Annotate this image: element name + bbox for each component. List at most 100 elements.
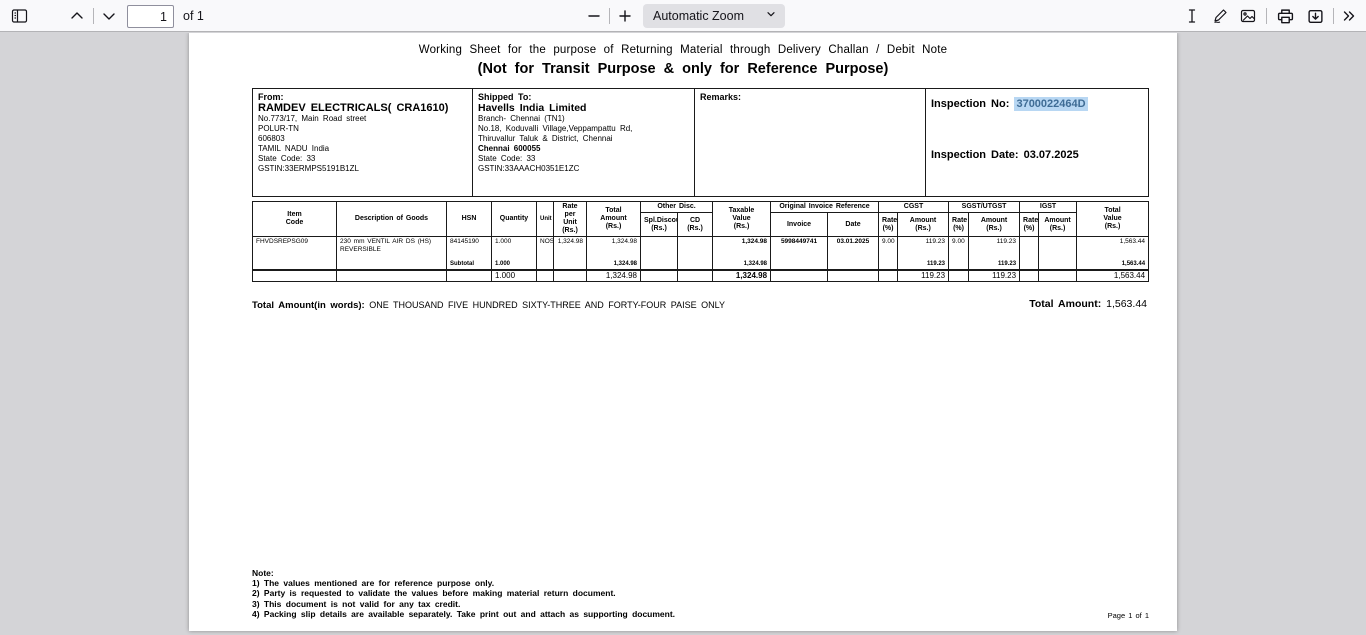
table-header-row: Item Code Description of Goods HSN Quant… — [252, 201, 1150, 237]
remarks-cell: Remarks: — [694, 88, 926, 197]
plus-icon — [617, 8, 633, 24]
minus-icon — [586, 8, 602, 24]
inspection-no-value-selected[interactable]: 3700022464D — [1014, 97, 1088, 111]
zoom-in-button[interactable] — [612, 3, 638, 29]
subtotal-empty — [770, 258, 829, 270]
col-header-cgst-rate: Rate (%) — [878, 212, 899, 237]
toggle-sidebar-button[interactable] — [6, 3, 32, 29]
subtotal-sgst-amount: 119.23 — [968, 258, 1021, 270]
col-header-total-value: Total Value (Rs.) — [1076, 201, 1150, 237]
more-tools-button[interactable] — [1336, 3, 1362, 29]
toolbar-divider — [609, 8, 610, 24]
from-gstin: GSTIN:33ERMPS5191B1ZL — [258, 164, 359, 173]
item-igst-rate — [1019, 236, 1040, 259]
item-total-value: 1,563.44 — [1076, 236, 1150, 259]
sidebar-toggle-icon — [11, 8, 28, 24]
item-cd — [676, 236, 714, 259]
grand-total-cgst-amount: 119.23 — [897, 268, 950, 282]
grand-total-empty — [536, 268, 554, 282]
inspection-no-label: Inspection No: — [931, 98, 1010, 110]
amount-in-words-value: ONE THOUSAND FIVE HUNDRED SIXTY-THREE AN… — [369, 300, 725, 310]
from-address-line: 606803 — [258, 134, 285, 143]
double-chevron-right-icon — [1341, 8, 1357, 24]
col-header-igst: IGST — [1019, 201, 1078, 213]
text-selection-button[interactable] — [1179, 3, 1205, 29]
col-header-sgst-utgst: SGST/UTGST — [948, 201, 1021, 213]
note-line: 4) Packing slip details are available se… — [252, 608, 676, 619]
col-header-unit: Unit — [536, 201, 554, 237]
from-label: From: — [258, 92, 284, 102]
parties-info-table: From: RAMDEV ELECTRICALS( CRA1610) No.77… — [252, 88, 1149, 197]
toolbar-divider — [1333, 8, 1334, 24]
col-header-spl-discount: Spl.Discount (Rs.) — [640, 212, 678, 237]
grand-total-qty: 1.000 — [491, 268, 537, 282]
zoom-select[interactable]: Automatic Zoom — [643, 4, 785, 28]
total-amount-label: Total Amount: — [1029, 298, 1102, 310]
next-page-button[interactable] — [96, 3, 122, 29]
table-subheader-row: Spl.Discount (Rs.) CD (Rs.) Invoice Date… — [253, 212, 1149, 237]
note-line: 3) This document is not valid for any ta… — [252, 598, 461, 609]
col-header-sgst-amount: Amount (Rs.) — [968, 212, 1021, 237]
item-sgst-amount: 119.23 — [968, 236, 1021, 259]
inspection-cell: Inspection No: 3700022464D Inspection Da… — [925, 88, 1149, 197]
document-scroll-area[interactable]: Working Sheet for the purpose of Returni… — [0, 33, 1366, 635]
inspection-date-label: Inspection Date: — [931, 149, 1019, 161]
subtotal-row: Subtotal 1.000 1,324.98 1,324.98 119.23 … — [252, 258, 1150, 270]
item-amount: 1,324.98 — [586, 236, 641, 259]
item-cgst-amount: 119.23 — [897, 236, 950, 259]
col-header-igst-amount: Amount (Rs.) — [1038, 212, 1078, 237]
page-number-input[interactable] — [127, 5, 174, 28]
subtotal-empty — [640, 258, 678, 270]
item-igst-amount — [1038, 236, 1078, 259]
grand-total-value: 1,563.44 — [1076, 268, 1150, 282]
amount-in-words-line: Total Amount(in words): ONE THOUSAND FIV… — [252, 300, 725, 311]
grand-total-empty — [878, 268, 899, 282]
item-description: 230 mm VENTIL AIR DS (HS) REVERSIBLE — [336, 236, 447, 259]
previous-page-button[interactable] — [64, 3, 90, 29]
shipped-to-company: Havells India Limited — [478, 102, 587, 114]
zoom-select-label: Automatic Zoom — [653, 9, 745, 23]
subtotal-label: Subtotal — [446, 258, 492, 270]
from-cell: From: RAMDEV ELECTRICALS( CRA1610) No.77… — [252, 88, 473, 197]
col-header-original-invoice-reference: Original Invoice Reference — [770, 201, 880, 213]
draw-button[interactable] — [1207, 3, 1233, 29]
print-button[interactable] — [1272, 3, 1298, 29]
page-count-label: of 1 — [183, 9, 204, 23]
grand-total-empty — [948, 268, 970, 282]
grand-total-empty — [336, 268, 447, 282]
chevron-up-icon — [69, 8, 85, 24]
shipped-to-state-code: State Code: 33 — [478, 154, 536, 163]
inspection-no-line: Inspection No: 3700022464D — [931, 97, 1088, 111]
add-image-button[interactable] — [1235, 3, 1261, 29]
shipped-to-address-line: No.18, Koduvalli Village,Veppampattu Rd, — [478, 124, 633, 133]
note-line: 2) Party is requested to validate the va… — [252, 588, 616, 599]
shipped-to-city: Chennai 600055 — [478, 144, 541, 153]
col-header-cgst: CGST — [878, 201, 950, 213]
inspection-date-line: Inspection Date: 03.07.2025 — [931, 149, 1079, 161]
item-spl-discount — [640, 236, 678, 259]
from-company: RAMDEV ELECTRICALS( CRA1610) — [258, 102, 449, 114]
image-icon — [1240, 8, 1256, 24]
text-cursor-icon — [1184, 8, 1200, 24]
pdf-toolbar: of 1 Automatic Zoom — [0, 0, 1366, 32]
note-line: 1) The values mentioned are for referenc… — [252, 578, 495, 589]
subtotal-empty — [553, 258, 587, 270]
col-header-hsn: HSN — [446, 201, 492, 237]
zoom-out-button[interactable] — [581, 3, 607, 29]
toolbar-divider — [93, 8, 94, 24]
col-header-total-amount: Total Amount (Rs.) — [586, 201, 641, 237]
toolbar-divider — [1266, 8, 1267, 24]
pdf-page: Working Sheet for the purpose of Returni… — [189, 33, 1177, 631]
subtotal-empty — [676, 258, 714, 270]
subtotal-empty — [1038, 258, 1078, 270]
total-amount-value: 1,563.44 — [1106, 298, 1147, 310]
document-subtitle: (Not for Transit Purpose & only for Refe… — [477, 61, 889, 77]
col-header-sgst-rate: Rate (%) — [948, 212, 970, 237]
save-button[interactable] — [1302, 3, 1328, 29]
note-label: Note: — [252, 568, 274, 578]
amount-in-words-label: Total Amount(in words): — [252, 300, 365, 311]
subtotal-empty — [827, 258, 880, 270]
pencil-icon — [1212, 8, 1228, 24]
page-footer: Page 1 of 1 — [1107, 611, 1149, 620]
shipped-to-label: Shipped To: — [478, 92, 532, 102]
